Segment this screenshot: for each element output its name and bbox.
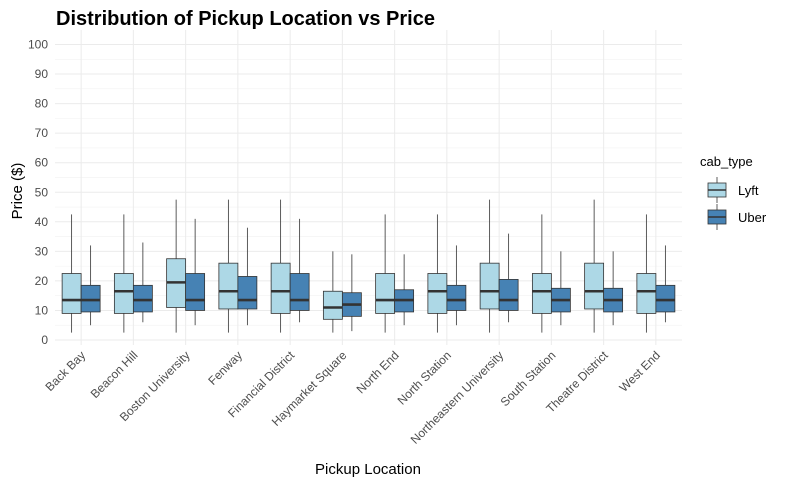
box-body [427, 273, 448, 314]
box-body [61, 273, 82, 314]
box-body [531, 273, 552, 314]
box-body [185, 273, 206, 311]
box-body [80, 284, 101, 313]
box-lyft-7 [427, 214, 448, 333]
x-tick-label: West End [616, 348, 663, 395]
box-lyft-5 [322, 251, 343, 333]
y-tick-label: 70 [35, 126, 49, 140]
box-body [237, 276, 258, 310]
box-uber-4 [289, 218, 310, 323]
box-lyft-6 [375, 214, 396, 333]
box-uber-5 [341, 254, 362, 332]
box-lyft-4 [270, 199, 291, 333]
box-uber-8 [498, 233, 519, 323]
box-uber-10 [603, 251, 624, 326]
box-uber-3 [237, 227, 258, 326]
y-tick-label: 100 [28, 38, 48, 52]
box-body [289, 273, 310, 311]
box-lyft-8 [479, 199, 500, 333]
box-uber-6 [394, 254, 415, 326]
box-body [132, 284, 153, 313]
box-body [584, 262, 605, 310]
y-tick-label: 0 [41, 333, 48, 347]
box-uber-1 [132, 242, 153, 323]
y-tick-label: 90 [35, 67, 49, 81]
box-uber-2 [185, 218, 206, 326]
x-axis-title: Pickup Location [315, 461, 421, 478]
y-tick-label: 50 [35, 185, 49, 199]
box-uber-7 [446, 245, 467, 326]
y-tick-label: 40 [35, 215, 49, 229]
y-axis: 0 10 20 30 40 50 60 70 80 90 100 [28, 38, 48, 348]
x-tick-label: Beacon Hill [88, 348, 141, 401]
y-tick-label: 80 [35, 97, 49, 111]
y-tick-label: 20 [35, 274, 49, 288]
legend-label: Lyft [738, 183, 759, 198]
y-tick-label: 60 [35, 156, 49, 170]
legend-title: cab_type [700, 154, 753, 169]
box-lyft-1 [113, 214, 134, 333]
box-lyft-3 [218, 199, 239, 333]
box-body [322, 290, 343, 320]
box-body [113, 273, 134, 314]
y-tick-label: 30 [35, 244, 49, 258]
box-uber-11 [655, 245, 676, 323]
y-axis-title: Price ($) [9, 163, 26, 220]
box-body [655, 284, 676, 313]
plot-area [61, 199, 676, 333]
box-body [636, 273, 657, 314]
y-tick-label: 10 [35, 303, 49, 317]
legend-item-uber: Uber [707, 204, 767, 230]
box-body [218, 262, 239, 310]
box-lyft-10 [584, 199, 605, 333]
legend-label: Uber [738, 210, 767, 225]
box-body [446, 284, 467, 311]
legend-item-lyft: Lyft [707, 177, 759, 203]
box-body [375, 273, 396, 314]
x-tick-label: Fenway [205, 348, 245, 388]
box-body [479, 262, 500, 310]
box-uber-0 [80, 245, 101, 326]
box-lyft-11 [636, 214, 657, 333]
box-lyft-2 [166, 199, 187, 333]
legend: cab_type Lyft Uber [700, 154, 767, 230]
box-lyft-0 [61, 214, 82, 333]
x-tick-label: North End [354, 348, 402, 396]
box-body [270, 262, 291, 314]
chart-title: Distribution of Pickup Location vs Price [56, 8, 435, 30]
x-tick-label: Northeastern University [408, 348, 507, 447]
box-lyft-9 [531, 214, 552, 333]
box-uber-9 [550, 251, 571, 326]
x-tick-label: Back Bay [42, 348, 88, 394]
box-body [498, 279, 519, 311]
